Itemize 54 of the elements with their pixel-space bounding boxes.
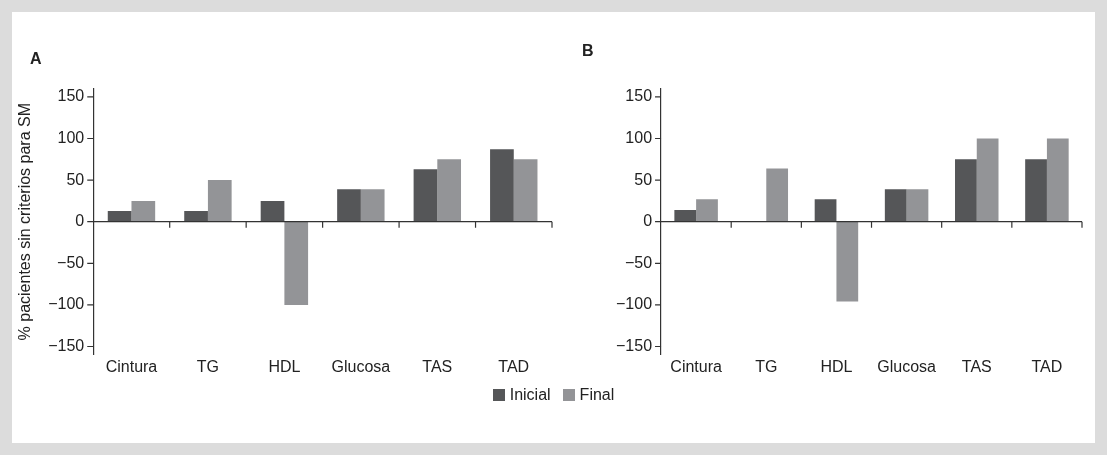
bar bbox=[814, 199, 837, 222]
bar bbox=[337, 189, 361, 222]
bar bbox=[836, 221, 859, 302]
chart-title: A bbox=[30, 50, 42, 68]
bar bbox=[184, 210, 208, 222]
bar bbox=[976, 138, 999, 222]
y-tick-label: 50 bbox=[634, 170, 653, 188]
bar bbox=[107, 210, 132, 222]
y-tick-label: −50 bbox=[57, 253, 85, 271]
x-tick-label: HDL bbox=[268, 357, 301, 375]
bar bbox=[207, 180, 232, 222]
x-tick-label: TAS bbox=[961, 357, 992, 375]
x-tick-label: TG bbox=[755, 357, 778, 375]
x-tick-label: TG bbox=[196, 357, 220, 375]
bar bbox=[413, 169, 438, 222]
bar bbox=[884, 189, 907, 222]
bar bbox=[674, 210, 697, 222]
bar bbox=[360, 189, 385, 222]
x-tick-label: HDL bbox=[820, 357, 853, 375]
y-tick-label: −100 bbox=[615, 295, 653, 313]
y-tick-label: 100 bbox=[57, 128, 85, 146]
bar bbox=[955, 159, 977, 222]
x-tick-label: Cintura bbox=[670, 357, 723, 375]
y-axis-title: % pacientes sin criterios para SM bbox=[16, 102, 34, 341]
y-tick-label: 0 bbox=[75, 212, 85, 230]
bar bbox=[696, 199, 718, 222]
bar bbox=[284, 221, 309, 305]
x-tick-label: TAD bbox=[498, 357, 530, 375]
chart-title: B bbox=[582, 42, 594, 60]
bar bbox=[1046, 138, 1069, 222]
bar bbox=[766, 168, 789, 222]
y-tick-label: −150 bbox=[48, 336, 85, 354]
y-tick-label: 0 bbox=[643, 212, 653, 230]
y-tick-label: 150 bbox=[57, 87, 85, 105]
y-tick-label: 150 bbox=[625, 87, 653, 105]
bar bbox=[513, 159, 538, 222]
bar bbox=[490, 149, 514, 222]
x-tick-label: Glucosa bbox=[877, 357, 937, 375]
bar bbox=[437, 159, 462, 222]
y-tick-label: −100 bbox=[48, 295, 85, 313]
bar bbox=[906, 189, 929, 222]
y-tick-label: −50 bbox=[624, 253, 653, 271]
x-tick-label: Glucosa bbox=[331, 357, 391, 375]
bar bbox=[131, 200, 156, 222]
x-tick-label: TAS bbox=[422, 357, 453, 375]
y-tick-label: −150 bbox=[615, 336, 653, 354]
x-tick-label: Cintura bbox=[105, 357, 158, 375]
y-tick-label: 50 bbox=[66, 170, 85, 188]
y-tick-label: 100 bbox=[625, 128, 653, 146]
bar bbox=[1025, 159, 1047, 222]
legend-label: Inicial bbox=[508, 386, 551, 403]
x-tick-label: TAD bbox=[1031, 357, 1063, 375]
legend-label: Final bbox=[578, 386, 615, 403]
bar bbox=[260, 200, 285, 222]
